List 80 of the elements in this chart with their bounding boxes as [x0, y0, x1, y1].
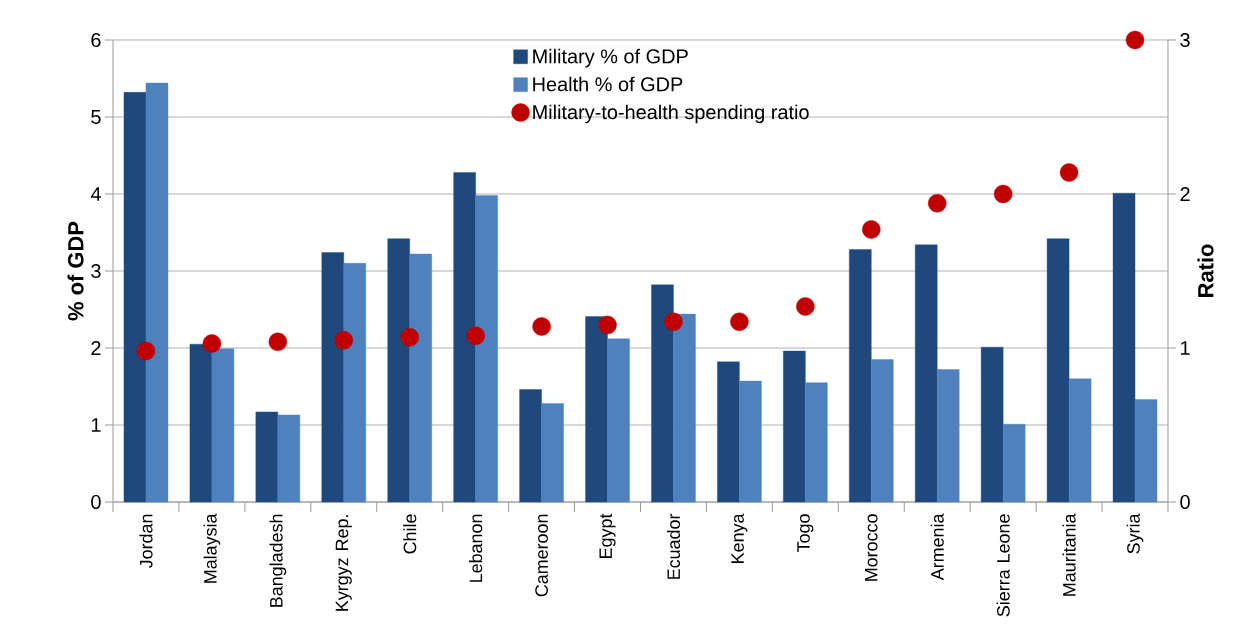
point: [334, 331, 353, 350]
bar: [1046, 238, 1070, 503]
bar: [673, 313, 696, 503]
x-tick-label: Malaysia: [203, 513, 221, 583]
bar: [739, 380, 762, 503]
point: [598, 315, 617, 335]
x-tick-label: Kyrgyz Rep.: [335, 515, 352, 611]
bar: [277, 414, 301, 503]
bar: [453, 172, 476, 503]
y2-tick-label: 1: [1181, 341, 1190, 355]
point: [466, 326, 485, 345]
point: [136, 341, 156, 361]
x-tick-label: Cameroon: [535, 514, 548, 597]
x-tick-label: Armenia: [930, 513, 944, 581]
x-tick-label: Morocco: [865, 514, 878, 581]
x-tick-label: Ecuador: [666, 513, 681, 579]
bar: [211, 348, 235, 503]
bar: [1002, 424, 1026, 503]
legend-label: Health % of GDP: [533, 76, 683, 92]
y-tick-label: 0: [91, 494, 101, 510]
y-tick-label: 3: [91, 263, 101, 279]
point: [1125, 30, 1145, 50]
bar: [915, 244, 938, 503]
bar: [1112, 193, 1136, 503]
bar: [519, 389, 542, 503]
bar: [717, 361, 740, 503]
bar: [255, 411, 279, 503]
bar: [607, 338, 630, 503]
y-axis-title: % of GDP: [67, 221, 84, 321]
bar: [937, 369, 960, 503]
y-tick-label: 5: [91, 110, 101, 124]
bar: [475, 195, 498, 503]
x-tick-label: Chile: [403, 514, 417, 554]
point: [796, 297, 815, 316]
y2-tick-label: 2: [1180, 187, 1190, 201]
x-tick-label: Kenya: [731, 513, 748, 563]
x-tick-label: Syria: [1126, 513, 1144, 554]
y-tick-label: 2: [91, 341, 101, 355]
bar: [1134, 399, 1158, 503]
bar: [321, 252, 344, 503]
y2-axis-title: Ratio: [1197, 244, 1214, 297]
bar: [651, 284, 674, 503]
y-tick-label: 4: [90, 187, 101, 201]
x-tick-label: Mauritania: [1062, 513, 1076, 596]
point: [1059, 163, 1079, 182]
bar: [783, 350, 806, 503]
x-tick-label: Jordan: [139, 514, 153, 569]
bar: [189, 343, 213, 503]
bar: [980, 347, 1004, 503]
legend-label: Military % of GDP: [533, 48, 688, 68]
point: [862, 220, 881, 239]
bar: [387, 238, 410, 503]
bar: [871, 359, 894, 503]
bar: [585, 316, 608, 503]
y2-tick-label: 0: [1180, 494, 1190, 510]
x-tick-label: Lebanon: [469, 514, 483, 582]
point: [730, 312, 749, 332]
y2-tick-label: 3: [1180, 32, 1190, 48]
bar: [849, 249, 872, 503]
point: [928, 194, 947, 213]
bar: [541, 403, 564, 503]
y-tick-label: 6: [91, 32, 101, 48]
point: [664, 312, 683, 332]
point: [400, 328, 419, 347]
x-tick-label: Sierra Leone: [996, 514, 1010, 617]
point: [268, 332, 288, 352]
x-tick-label: Egypt: [599, 513, 616, 558]
bar: [1068, 378, 1092, 503]
bar: [145, 82, 169, 503]
legend-label: Military-to-health spending ratio: [533, 104, 809, 124]
y-tick-label: 1: [91, 418, 101, 432]
x-tick-label: Bangladesh: [269, 514, 287, 607]
point: [993, 184, 1013, 204]
bar: [409, 253, 432, 503]
bar: [805, 382, 828, 503]
point: [532, 317, 551, 336]
point: [202, 334, 222, 353]
bar: [343, 263, 366, 503]
x-tick-label: Togo: [797, 514, 814, 552]
bar: [123, 92, 147, 503]
